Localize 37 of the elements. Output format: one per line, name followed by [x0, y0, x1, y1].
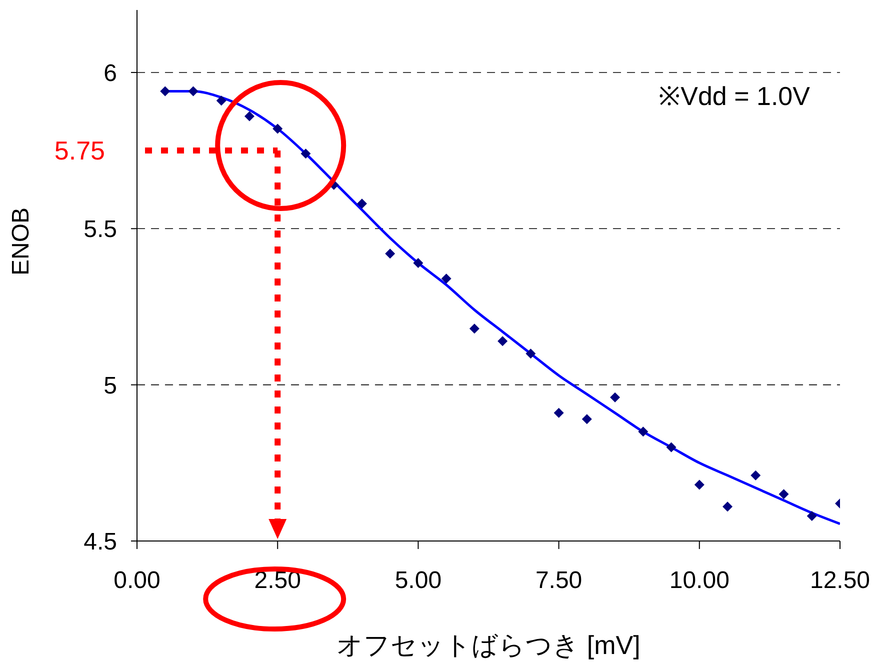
point	[778, 489, 789, 500]
point	[272, 124, 283, 134]
point	[385, 248, 396, 259]
point	[610, 392, 620, 402]
point	[441, 274, 452, 284]
y-tick-label: 5.5	[84, 216, 117, 244]
point	[638, 426, 648, 437]
x-tick-label: 12.50	[810, 567, 870, 594]
y-axis-title: ENOB	[8, 207, 35, 276]
point	[694, 480, 704, 490]
point	[469, 324, 480, 334]
point	[300, 148, 311, 159]
point	[498, 336, 508, 346]
point	[526, 348, 536, 359]
point	[666, 442, 676, 452]
y-tick-label: 6	[104, 60, 117, 87]
point	[554, 408, 564, 418]
y-tick-label: 5	[104, 372, 117, 400]
point	[216, 96, 226, 106]
point	[160, 86, 170, 96]
ref-line-label: 5.75	[54, 136, 105, 166]
point	[806, 511, 817, 522]
point	[356, 198, 367, 209]
point	[750, 470, 761, 480]
point	[244, 111, 254, 122]
x-tick-label: 0.00	[114, 567, 160, 594]
point	[582, 414, 592, 424]
y-tick-label: 4.5	[84, 528, 117, 556]
x-tick-label: 5.00	[394, 567, 442, 594]
x-tick-label: 7.50	[535, 567, 582, 594]
point	[188, 86, 198, 96]
x-axis-title: オフセットばらつき [mV]	[336, 630, 640, 660]
point	[722, 502, 733, 512]
annotation: ※Vdd = 1.0V	[658, 81, 811, 111]
point	[413, 258, 424, 268]
x-tick-label: 10.00	[669, 567, 730, 594]
x-tick-label: 2.50	[254, 567, 301, 594]
